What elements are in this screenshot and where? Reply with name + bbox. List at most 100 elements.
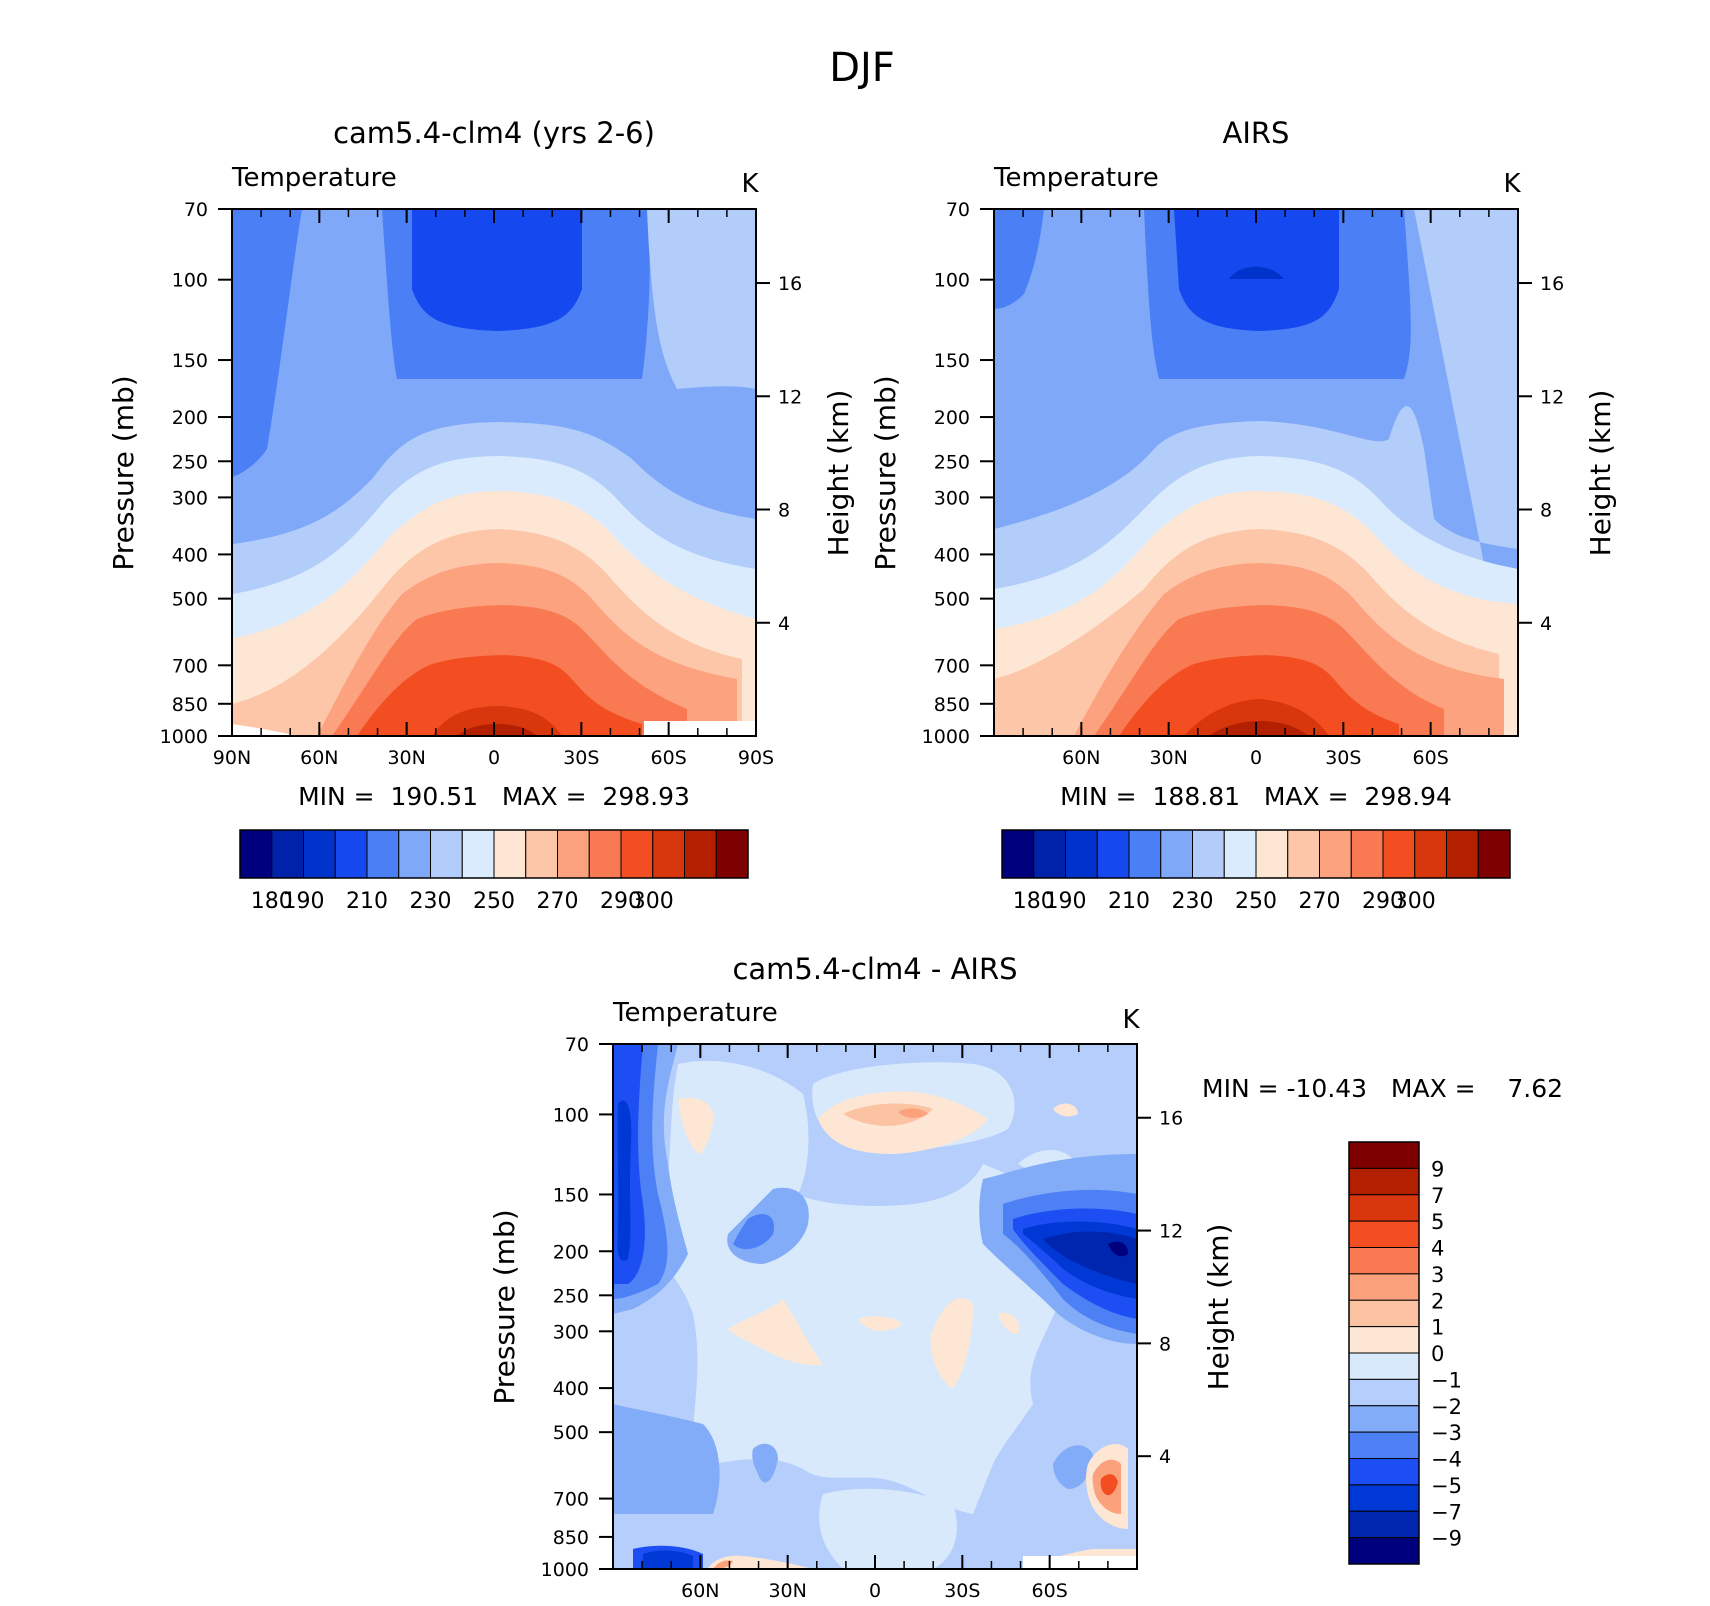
colorbar-swatch [271,829,304,879]
colorbar-label: −9 [1431,1527,1462,1551]
y-tick-label: 70 [565,1034,589,1056]
contour-band [858,1316,903,1331]
panel-model: cam5.4-clm4 (yrs 2-6) Temperature K [107,116,855,914]
colorbar-swatch [1414,829,1447,879]
y2-tick-label: 16 [778,273,802,295]
contour-band [1184,699,1329,736]
contour-band [819,1488,957,1569]
y-axis-label: Pressure (mb) [107,375,140,570]
panel-units: K [1122,1005,1140,1035]
contour-band [647,209,756,389]
colorbar-swatch [1446,829,1479,879]
panel-units: K [1503,169,1521,199]
y-tick-label: 500 [553,1422,589,1444]
y2-tick-label: 8 [1159,1333,1171,1355]
y-tick-label: 100 [934,270,970,292]
colorbar-swatch [1348,1326,1420,1354]
colorbar-label: 2 [1431,1289,1444,1313]
y-tick-label: 150 [934,350,970,372]
x-tick-label: 0 [1250,747,1262,769]
y-tick-label: 850 [553,1527,589,1549]
colorbar-swatch [1348,1141,1420,1169]
y2-axis-label: Height (km) [822,390,855,557]
colorbar-label: 300 [632,889,674,914]
colorbar-swatch [1001,829,1035,879]
contour-band [1053,1445,1093,1489]
colorbar-swatch [1348,1352,1420,1380]
contour-band [1053,1103,1078,1117]
contour-field [994,209,1518,736]
colorbar-swatch [684,829,717,879]
contour-band [1119,655,1399,736]
colorbar-label: −7 [1431,1500,1462,1524]
y-tick-label: 100 [172,270,208,292]
contour-band [1100,1474,1118,1496]
contour-band [357,655,642,736]
contour-field [613,1044,1137,1569]
colorbar-swatch [493,829,527,879]
colorbar-swatch [1255,829,1289,879]
colorbar-swatch [1348,1273,1420,1301]
x-tick-label: 30N [768,1580,806,1602]
panel-subtitle: Temperature [612,998,778,1028]
y-tick-label: 200 [553,1241,589,1263]
panel-units: K [741,169,759,199]
y-tick-label: 250 [934,451,970,473]
colorbar-label: 250 [473,889,515,914]
colorbar-label: 3 [1431,1263,1444,1287]
colorbar-label: 270 [537,889,579,914]
contour-band [713,1560,733,1569]
x-tick-label: 30N [1149,747,1187,769]
y-tick-label: 300 [553,1321,589,1343]
colorbar-swatch [1096,829,1130,879]
colorbar-frame [1001,829,1511,879]
y2-tick-label: 16 [1159,1108,1183,1130]
contour-band [678,1097,714,1154]
x-tick-label: 60N [300,747,338,769]
y-tick-label: 700 [553,1489,589,1511]
y2-axis-label: Height (km) [1584,390,1617,557]
colorbar-label: −5 [1431,1474,1462,1498]
y-tick-label: 1000 [160,726,208,748]
colorbar-swatch [334,829,368,879]
contour-band [663,1060,1058,1514]
colorbar-swatch [1382,829,1416,879]
colorbar-swatch [525,829,558,879]
y-tick-label: 250 [172,451,208,473]
colorbar-swatch [588,829,622,879]
contour-band [617,1100,632,1261]
y2-axis-label: Height (km) [1202,1224,1235,1391]
x-tick-label: 30S [563,747,599,769]
y-tick-label: 150 [172,350,208,372]
y-tick-label: 1000 [922,726,970,748]
x-tick-label: 60S [1032,1580,1068,1602]
contour-band [994,209,1044,309]
contour-band [1229,266,1284,279]
contour-band [733,1214,774,1250]
colorbar-swatch [1477,829,1511,879]
colorbar-label: 300 [1394,889,1436,914]
contour-band [930,1298,973,1389]
y-tick-label: 70 [184,199,208,221]
contour-band [643,1550,693,1569]
contour-band [998,1312,1019,1334]
stats-text: MIN = 190.51 MAX = 298.93 [298,782,690,811]
x-tick-label: 30N [387,747,425,769]
panel-subtitle: Temperature [993,163,1159,193]
colorbar-swatch [1287,829,1320,879]
colorbar-label: 270 [1299,889,1341,914]
contour-field [232,209,756,736]
colorbar-label: 7 [1431,1184,1444,1208]
y2-tick-label: 16 [1540,273,1564,295]
x-tick-label: 0 [869,1580,881,1602]
y-tick-label: 400 [172,544,208,566]
colorbar-swatch [715,829,749,879]
colorbar-label: −2 [1431,1395,1462,1419]
y-tick-label: 500 [172,589,208,611]
colorbar-label: 210 [346,889,388,914]
colorbar: 9 75 432 10−1 −2−3 −4−5−7 −9 [1348,1141,1462,1565]
colorbar-label: 4 [1431,1237,1444,1261]
colorbar-label: 1 [1431,1316,1444,1340]
y-tick-label: 100 [553,1104,589,1126]
